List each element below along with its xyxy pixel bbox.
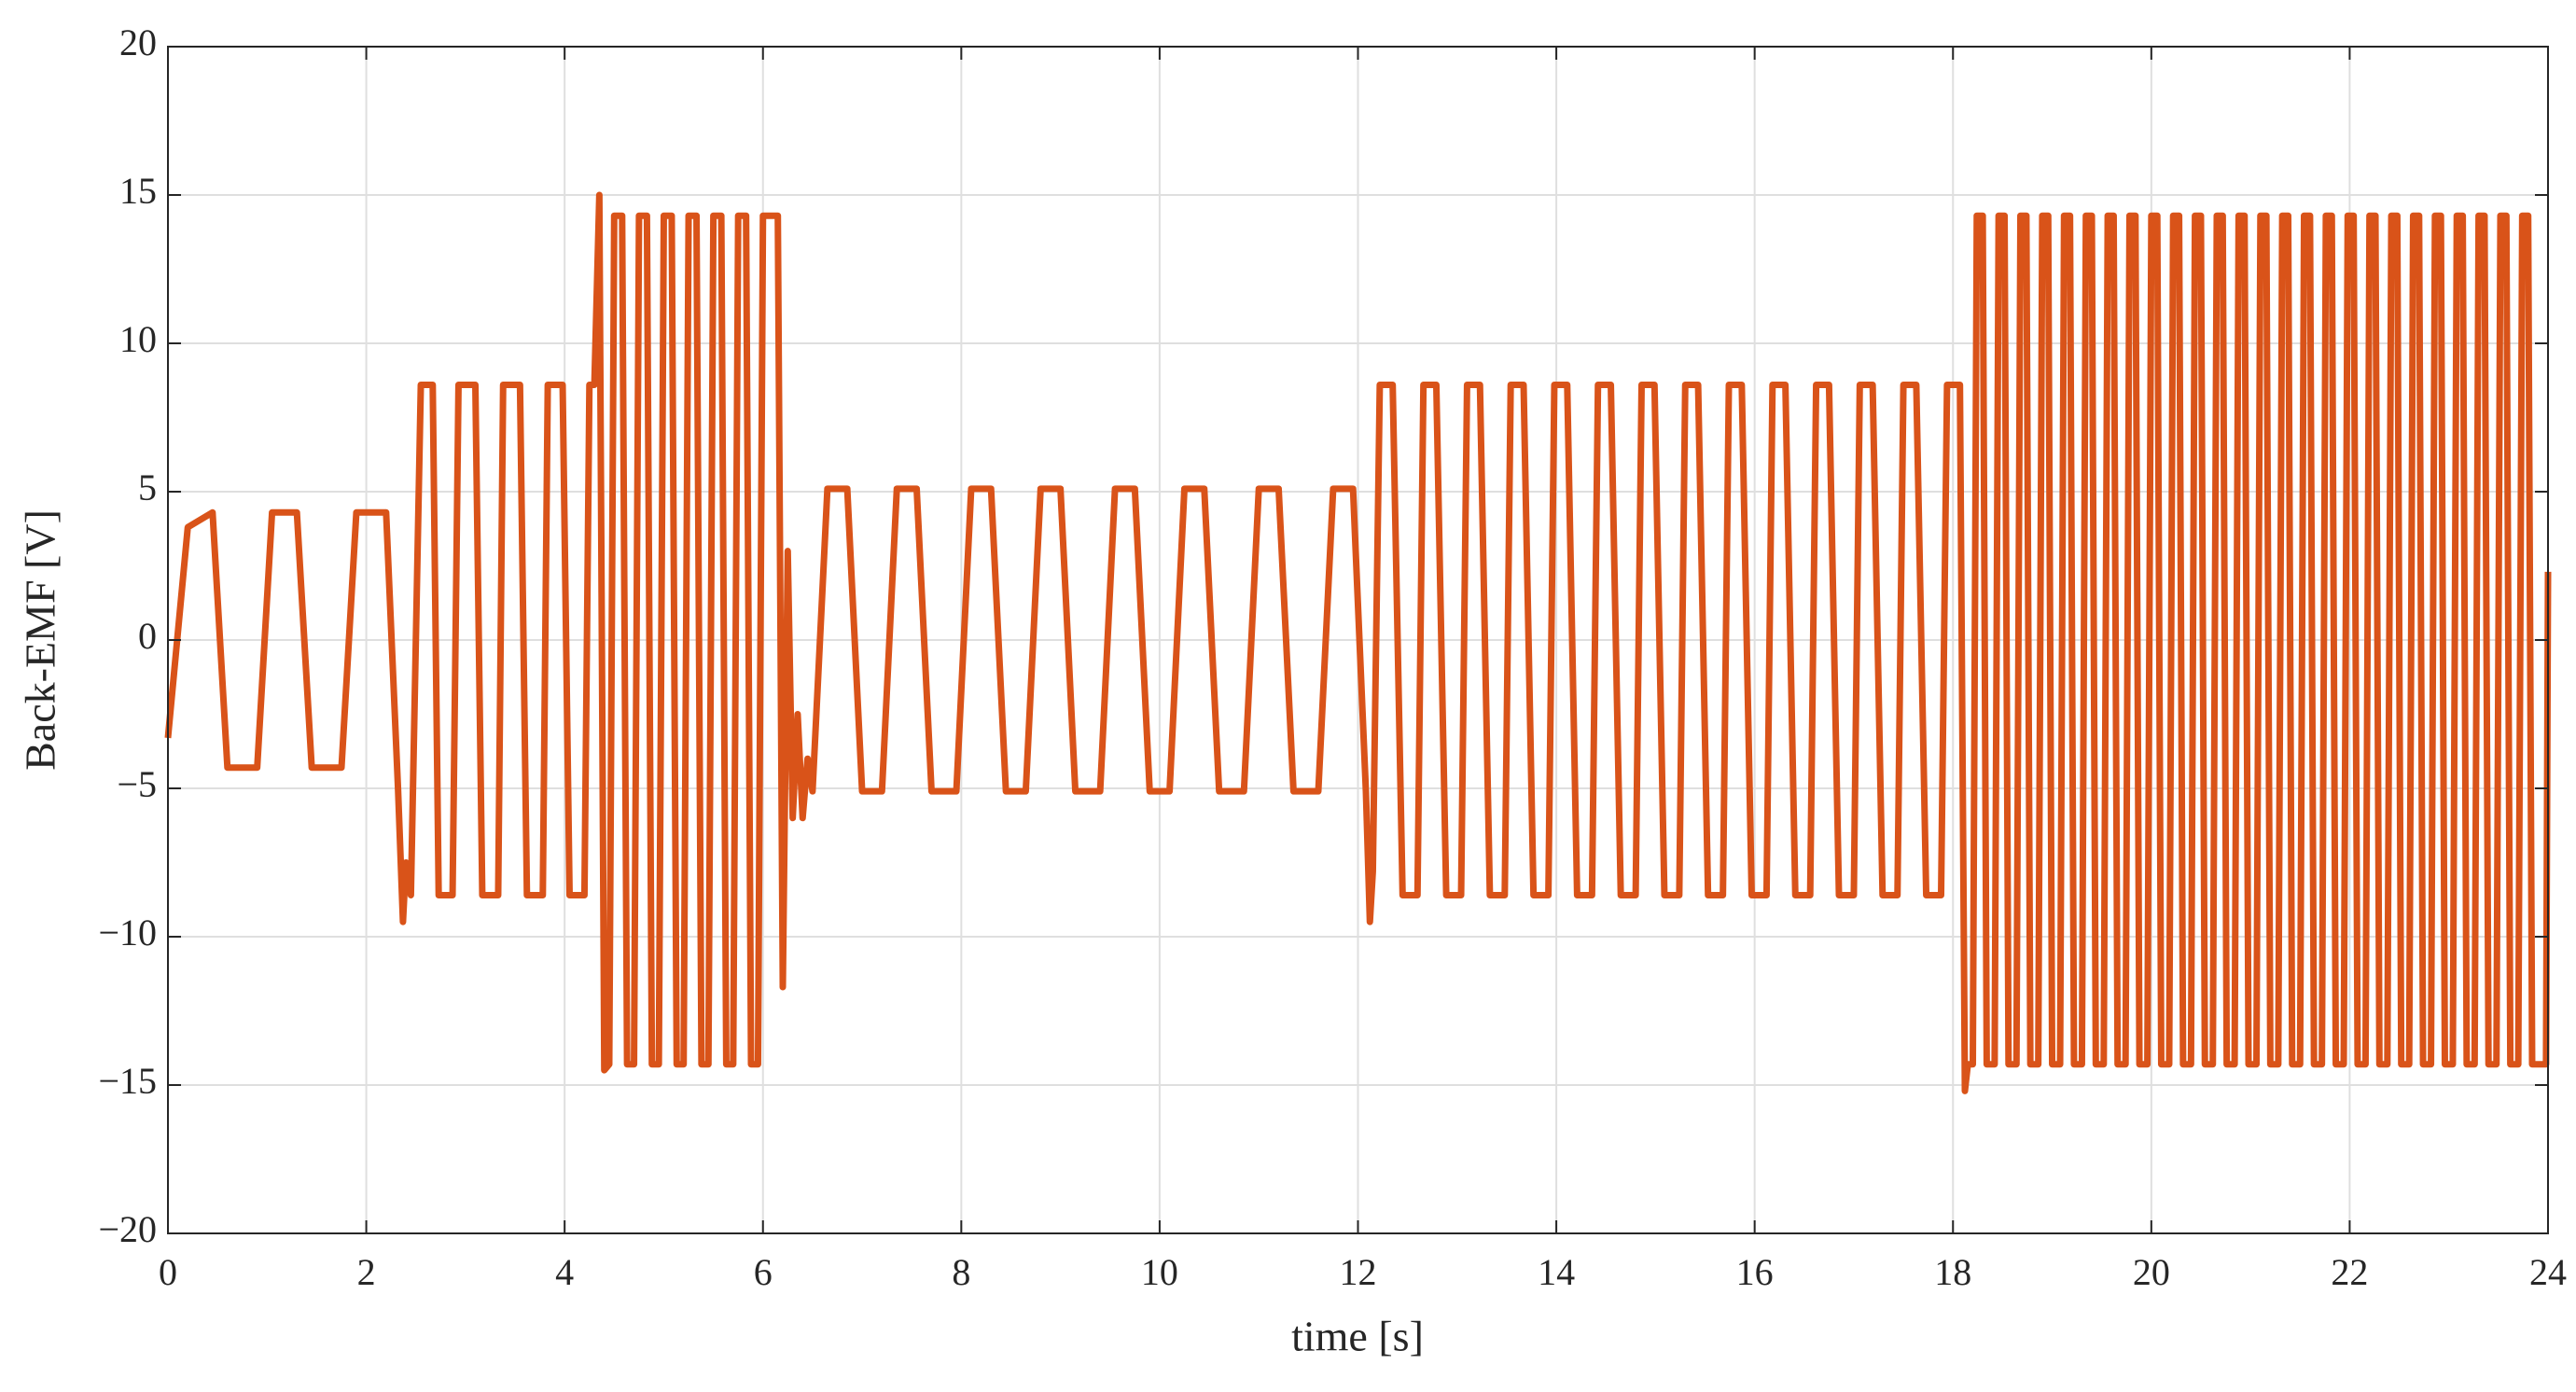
y-tick-label: 5 [138,466,157,508]
y-tick-label: 0 [138,615,157,657]
x-tick-label: 18 [1934,1251,1971,1293]
data-line [164,191,2552,1094]
y-tick-label: −20 [98,1208,157,1250]
x-tick-label: 12 [1340,1251,1377,1293]
y-tick-label: −10 [98,912,157,954]
x-axis-label: time [s] [1291,1313,1424,1360]
y-tick-label: −15 [98,1060,157,1102]
x-tick-label: 22 [2331,1251,2368,1293]
y-tick-label: 15 [119,170,157,212]
x-tick-label: 4 [555,1251,574,1293]
x-tick-label: 16 [1736,1251,1774,1293]
x-tick-label: 14 [1538,1251,1575,1293]
y-tick-label: −5 [117,763,157,805]
plot-area [164,191,2552,1094]
x-tick-label: 24 [2529,1251,2567,1293]
x-tick-label: 2 [357,1251,376,1293]
y-tick-label: 10 [119,318,157,360]
y-axis-label: Back-EMF [V] [17,509,64,771]
x-tick-label: 10 [1141,1251,1178,1293]
x-tick-label: 20 [2133,1251,2170,1293]
x-tick-label: 8 [952,1251,970,1293]
x-tick-label: 6 [754,1251,773,1293]
y-tick-label: 20 [119,21,157,63]
x-tick-label: 0 [159,1251,177,1293]
